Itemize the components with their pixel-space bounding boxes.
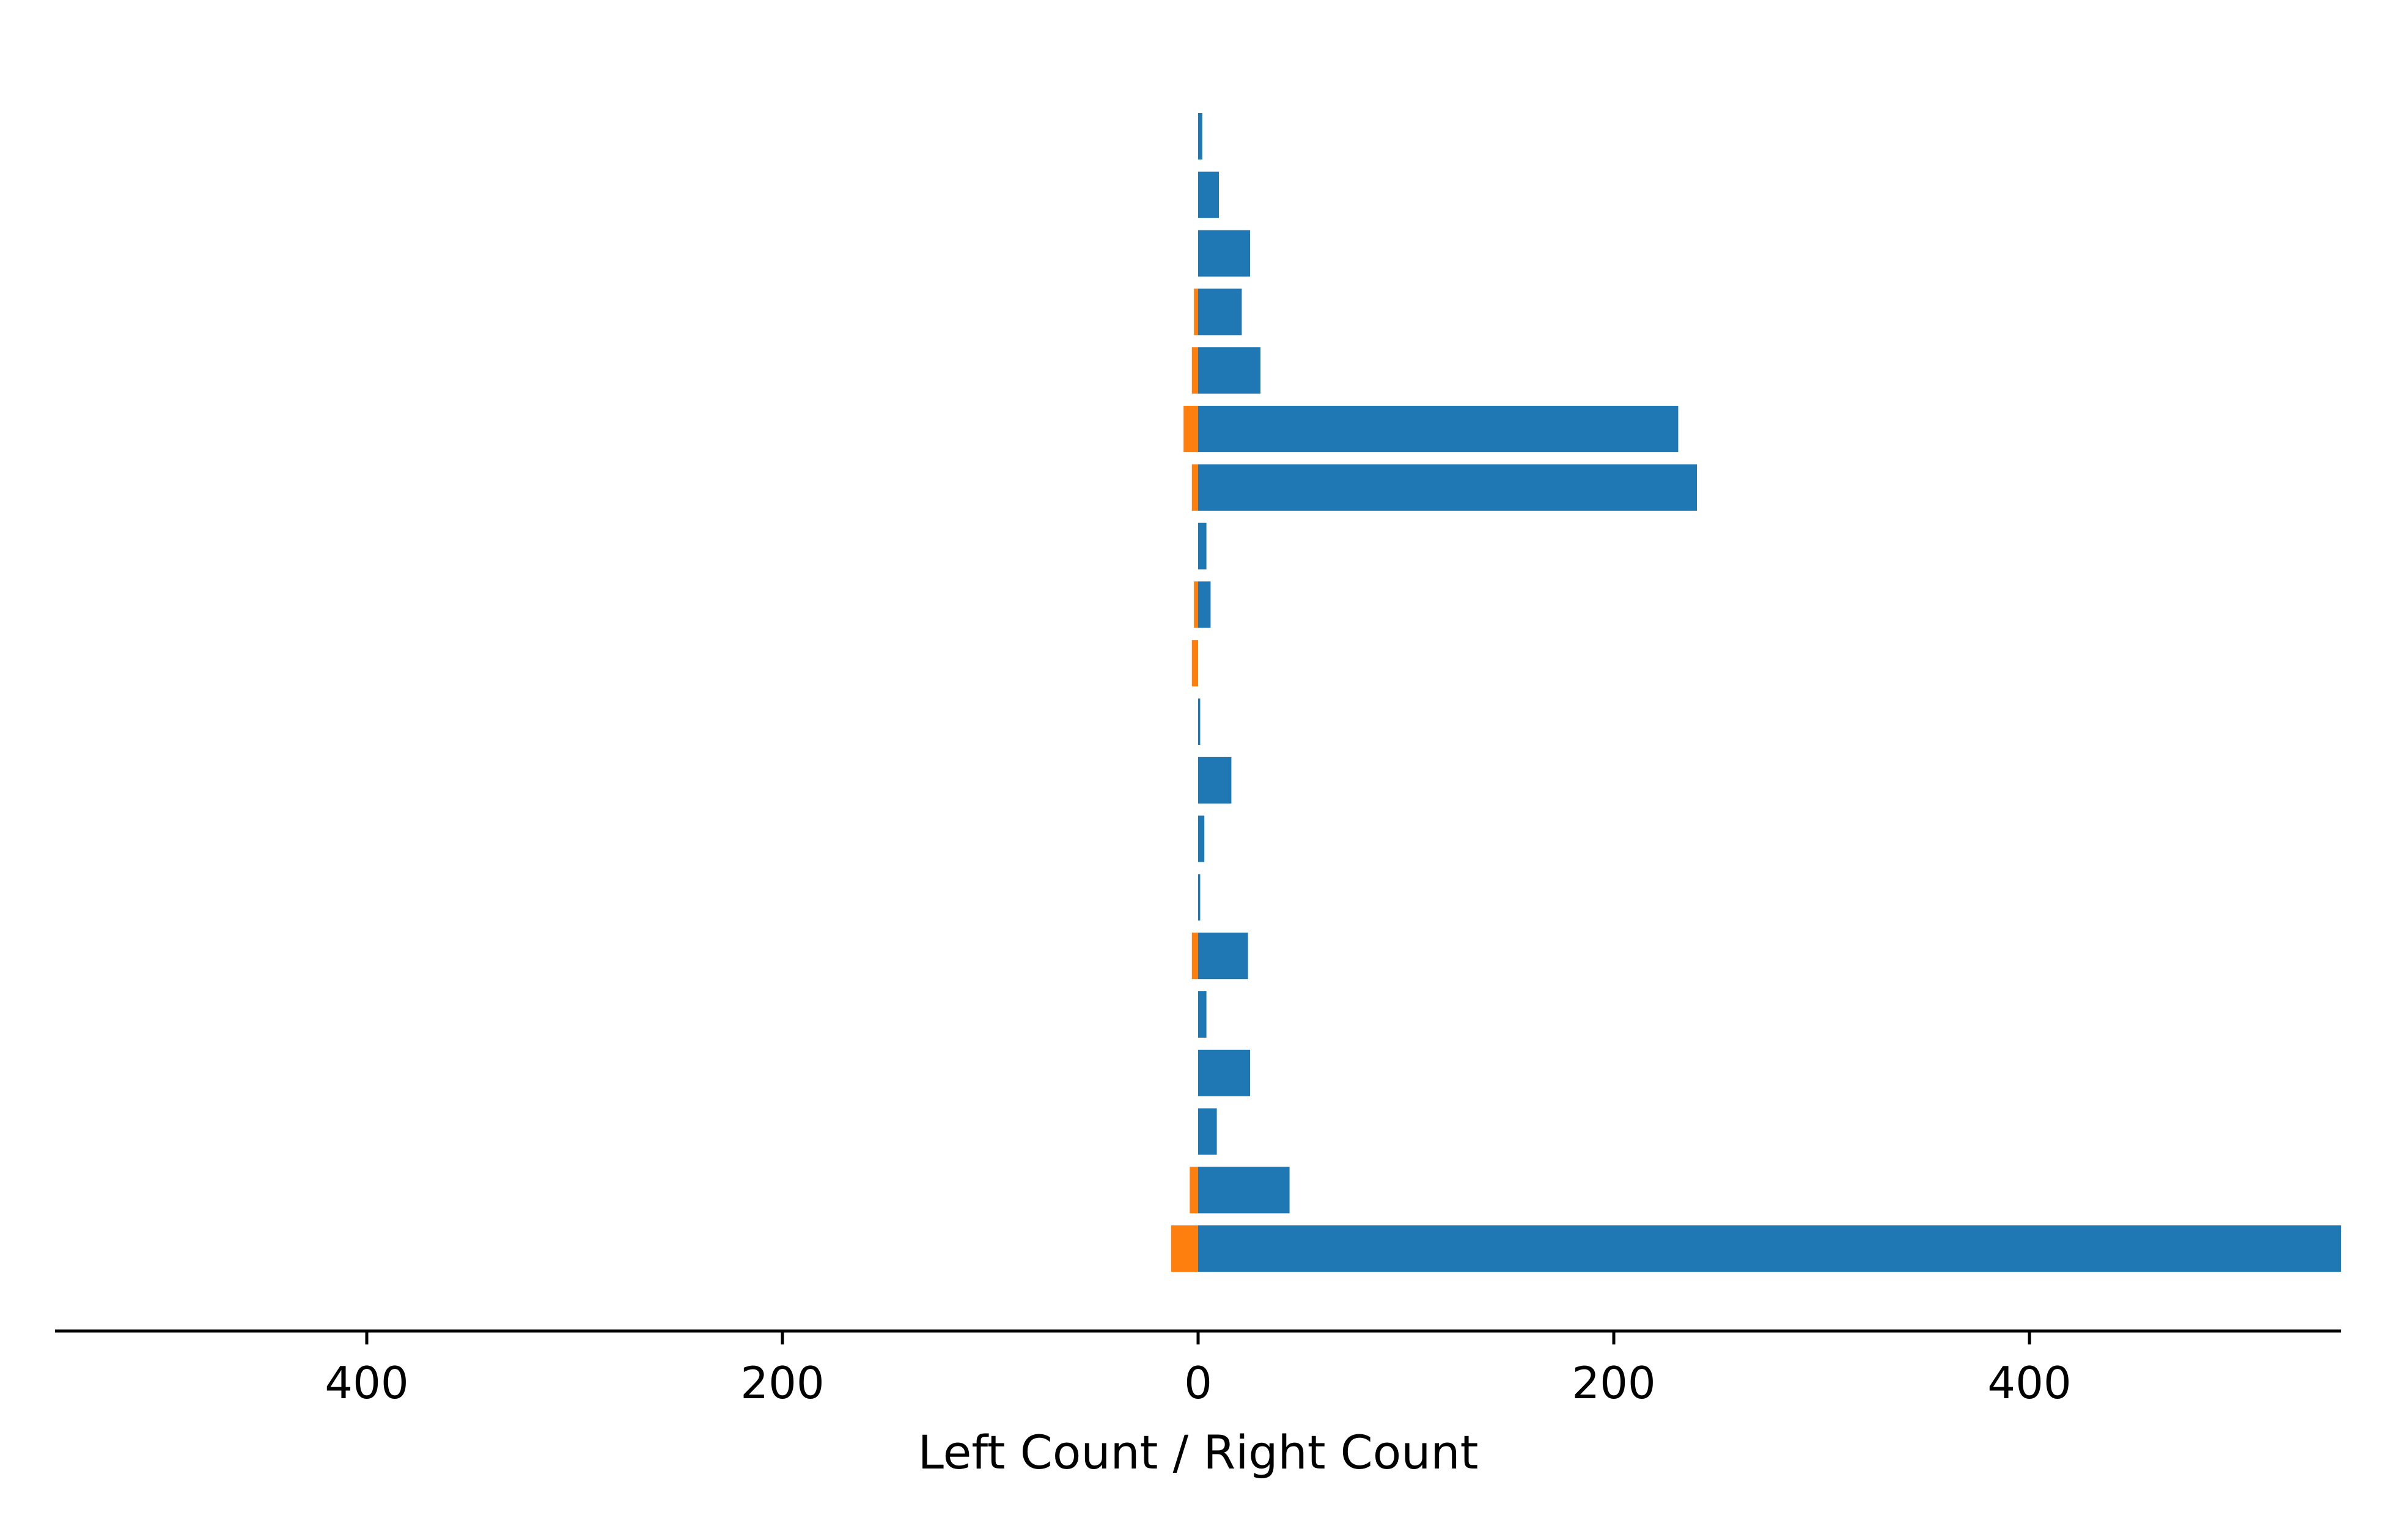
left-bar-20 [1171,1225,1198,1272]
x-tick-label-4: 200 [1572,1357,1655,1409]
right-bar-13 [1198,815,1205,862]
left-bar-6 [1183,406,1198,452]
right-bar-18 [1198,1108,1217,1155]
right-bar-4 [1198,288,1242,336]
right-bar-7 [1198,464,1697,511]
right-bar-12 [1198,757,1232,804]
bars-group [1171,113,2341,1272]
right-bar-9 [1198,581,1211,628]
right-bar-15 [1198,933,1248,980]
x-tick-label-2: 200 [740,1357,824,1409]
right-bar-1 [1198,113,1202,160]
right-bar-6 [1198,406,1679,452]
right-bar-5 [1198,347,1260,394]
x-tick-label-5: 400 [1987,1357,2071,1409]
left-bar-9 [1194,581,1198,628]
x-axis-title: Left Count / Right Count [918,1425,1479,1480]
x-tick-label-1: 400 [325,1357,408,1409]
left-bar-5 [1191,347,1198,394]
left-bar-7 [1191,464,1198,511]
x-tick-label-3: 0 [1184,1357,1212,1409]
right-bar-2 [1198,171,1219,218]
right-bar-11 [1198,698,1201,745]
right-bar-17 [1198,1049,1250,1096]
right-bar-19 [1198,1167,1290,1214]
x-ticks-group: 400 200 0 200 400 [325,1331,2072,1409]
right-bar-3 [1198,230,1250,277]
left-bar-15 [1191,933,1198,980]
left-bar-10 [1191,640,1198,687]
right-bar-14 [1198,874,1201,921]
right-bar-8 [1198,522,1207,570]
left-bar-4 [1194,288,1198,336]
right-bar-20 [1198,1225,2341,1272]
left-bar-19 [1190,1167,1198,1214]
right-bar-16 [1198,991,1207,1038]
